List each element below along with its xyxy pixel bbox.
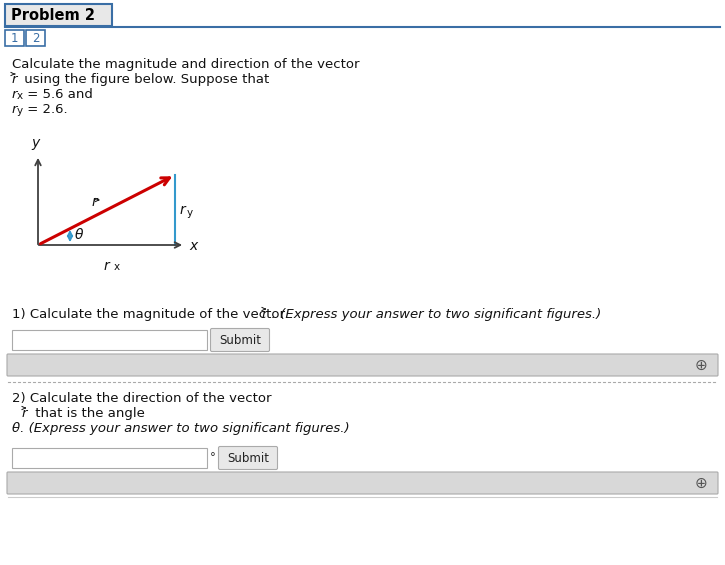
Text: that is the angle: that is the angle xyxy=(31,407,145,420)
Text: Submit: Submit xyxy=(219,333,261,346)
FancyBboxPatch shape xyxy=(210,328,270,351)
Text: 2) Calculate the direction of the vector: 2) Calculate the direction of the vector xyxy=(12,392,271,405)
Text: θ. (Express your answer to two significant figures.): θ. (Express your answer to two significa… xyxy=(12,422,349,435)
Text: .: . xyxy=(271,308,275,321)
FancyBboxPatch shape xyxy=(218,446,278,470)
FancyBboxPatch shape xyxy=(7,472,718,494)
Text: 1) Calculate the magnitude of the vector: 1) Calculate the magnitude of the vector xyxy=(12,308,289,321)
Text: r: r xyxy=(12,73,17,86)
Text: using the figure below. Suppose that: using the figure below. Suppose that xyxy=(20,73,269,86)
Text: 1: 1 xyxy=(11,32,18,45)
FancyBboxPatch shape xyxy=(5,30,24,46)
Text: = 2.6.: = 2.6. xyxy=(23,103,67,116)
Text: θ: θ xyxy=(75,228,83,242)
Text: 2: 2 xyxy=(32,32,39,45)
Text: = 5.6 and: = 5.6 and xyxy=(23,88,93,101)
Text: Calculate the magnitude and direction of the vector: Calculate the magnitude and direction of… xyxy=(12,58,360,71)
Text: r: r xyxy=(104,259,109,273)
Text: x: x xyxy=(114,262,120,272)
FancyBboxPatch shape xyxy=(5,4,112,26)
Text: r: r xyxy=(12,103,17,116)
Text: r: r xyxy=(22,407,28,420)
Text: x: x xyxy=(189,239,197,253)
Text: ⊕: ⊕ xyxy=(695,358,707,372)
FancyBboxPatch shape xyxy=(12,330,207,350)
Text: (Express your answer to two significant figures.): (Express your answer to two significant … xyxy=(276,308,601,321)
Text: y: y xyxy=(31,136,39,150)
Text: r: r xyxy=(91,195,97,209)
Text: °: ° xyxy=(210,451,216,464)
FancyBboxPatch shape xyxy=(26,30,45,46)
Text: y: y xyxy=(187,208,193,218)
Text: r: r xyxy=(180,203,186,217)
Text: Submit: Submit xyxy=(227,451,269,464)
Text: x: x xyxy=(17,91,23,101)
Text: y: y xyxy=(17,106,23,116)
Text: Problem 2: Problem 2 xyxy=(11,7,95,23)
FancyBboxPatch shape xyxy=(7,354,718,376)
FancyBboxPatch shape xyxy=(12,448,207,468)
Text: r: r xyxy=(262,308,268,321)
Text: ⊕: ⊕ xyxy=(695,476,707,490)
Text: r: r xyxy=(12,88,17,101)
